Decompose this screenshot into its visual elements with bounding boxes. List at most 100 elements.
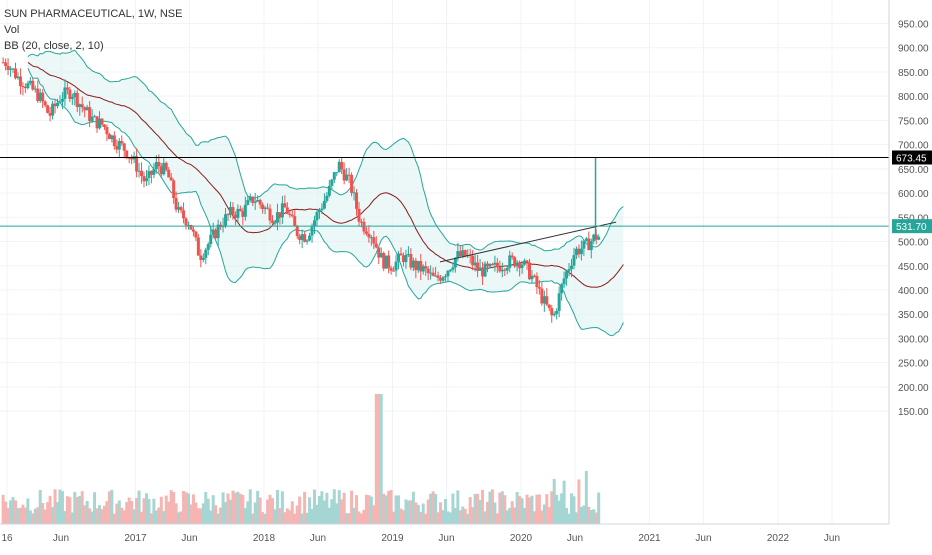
candle-body xyxy=(523,260,527,265)
candle-body xyxy=(271,220,275,223)
volume-bar xyxy=(206,498,210,524)
candle-body xyxy=(280,203,284,218)
candle-body xyxy=(485,263,489,267)
volume-bar xyxy=(436,512,440,524)
candle-body xyxy=(557,293,561,311)
candle-body xyxy=(320,208,324,211)
candle-body xyxy=(584,238,588,241)
candle-body xyxy=(73,92,77,98)
price-tick-label: 250.00 xyxy=(898,359,929,370)
volume-bar xyxy=(570,493,574,524)
volume-bar xyxy=(565,508,569,524)
candle-body xyxy=(565,271,569,279)
volume-bar xyxy=(515,491,519,524)
candle-body xyxy=(394,261,398,271)
time-tick-label: Jun xyxy=(438,533,454,544)
volume-bar xyxy=(56,502,60,524)
volume-bar xyxy=(115,503,119,524)
volume-bar xyxy=(525,494,529,524)
volume-bar xyxy=(483,511,487,524)
volume-bar xyxy=(597,492,601,524)
volume-bar xyxy=(107,491,111,524)
candle-body xyxy=(308,235,312,241)
candle-body xyxy=(340,161,344,170)
candle-body xyxy=(236,208,240,218)
volume-bar xyxy=(102,505,106,524)
volume-bar xyxy=(60,491,64,524)
volume-bar xyxy=(490,489,494,524)
price-tick-label: 500.00 xyxy=(898,238,929,249)
volume-bar xyxy=(199,508,203,524)
volume-bar xyxy=(41,502,45,524)
candle-body xyxy=(411,260,415,268)
time-tick-label: 2017 xyxy=(124,533,147,544)
volume-bar xyxy=(246,501,250,524)
volume-bar xyxy=(142,498,146,524)
candle-body xyxy=(107,134,111,140)
volume-bar xyxy=(117,500,121,524)
candle-body xyxy=(83,107,87,111)
candle-body xyxy=(209,234,213,245)
candle-body xyxy=(327,185,331,196)
time-axis[interactable]: 16 Jun 2017 Jun 2018 Jun 2019 Jun 2020 Jun 2021 Jun… xyxy=(1,533,840,544)
volume-bar xyxy=(406,500,410,524)
candle-body xyxy=(567,269,571,272)
candle-body xyxy=(253,201,257,203)
volume-bar xyxy=(352,507,356,524)
high-price-tag-bg xyxy=(892,150,932,165)
volume-bar xyxy=(43,509,47,524)
volume-bar xyxy=(322,500,326,524)
trend-line[interactable] xyxy=(439,221,617,263)
volume-bar xyxy=(574,512,578,524)
candle-body xyxy=(231,207,235,215)
volume-bar xyxy=(51,507,55,524)
candle-body xyxy=(453,257,457,268)
candle-body xyxy=(228,207,232,215)
price-axis[interactable]: 950.00 900.00 850.00 800.00 750.00 700.00 650.… xyxy=(898,20,929,419)
volume-indicator-label: Vol xyxy=(4,24,20,36)
candle-body xyxy=(191,229,195,232)
candle-body xyxy=(36,88,40,101)
volume-bar xyxy=(439,502,443,524)
candle-body xyxy=(342,169,346,181)
candle-body xyxy=(310,226,314,236)
candle-body xyxy=(367,233,371,238)
bollinger-indicator-label: BB (20, close, 2, 10) xyxy=(4,40,104,52)
candle-body xyxy=(246,200,250,205)
candle-body xyxy=(572,255,576,266)
candle-body xyxy=(520,264,524,269)
candle-body xyxy=(135,156,139,172)
volume-bar xyxy=(1,494,5,524)
candle-body xyxy=(416,261,420,271)
candle-body xyxy=(389,267,393,271)
volume-bar xyxy=(560,493,564,524)
volume-bars xyxy=(1,394,601,524)
volume-bar xyxy=(528,497,532,524)
candle-body xyxy=(117,141,121,150)
candle-body xyxy=(248,196,252,201)
volume-bar xyxy=(448,512,452,524)
candle-body xyxy=(508,255,512,268)
candle-body xyxy=(335,172,339,174)
volume-bar xyxy=(409,500,413,524)
volume-bar xyxy=(392,511,396,524)
volume-bar xyxy=(224,502,228,524)
volume-bar xyxy=(177,512,181,524)
candle-body xyxy=(298,236,302,240)
volume-bar xyxy=(167,501,171,524)
candle-body xyxy=(359,221,363,223)
volume-bar xyxy=(384,495,388,524)
time-tick-label: Jun xyxy=(53,533,69,544)
volume-bar xyxy=(488,491,492,524)
volume-bar xyxy=(58,489,62,524)
volume-bar xyxy=(572,496,576,524)
candle-body xyxy=(300,234,304,240)
volume-bar xyxy=(431,491,435,524)
volume-bar xyxy=(429,493,433,524)
time-tick-label: Jun xyxy=(181,533,197,544)
volume-bar xyxy=(159,496,163,524)
candle-body xyxy=(261,204,265,210)
candle-body xyxy=(443,276,447,278)
